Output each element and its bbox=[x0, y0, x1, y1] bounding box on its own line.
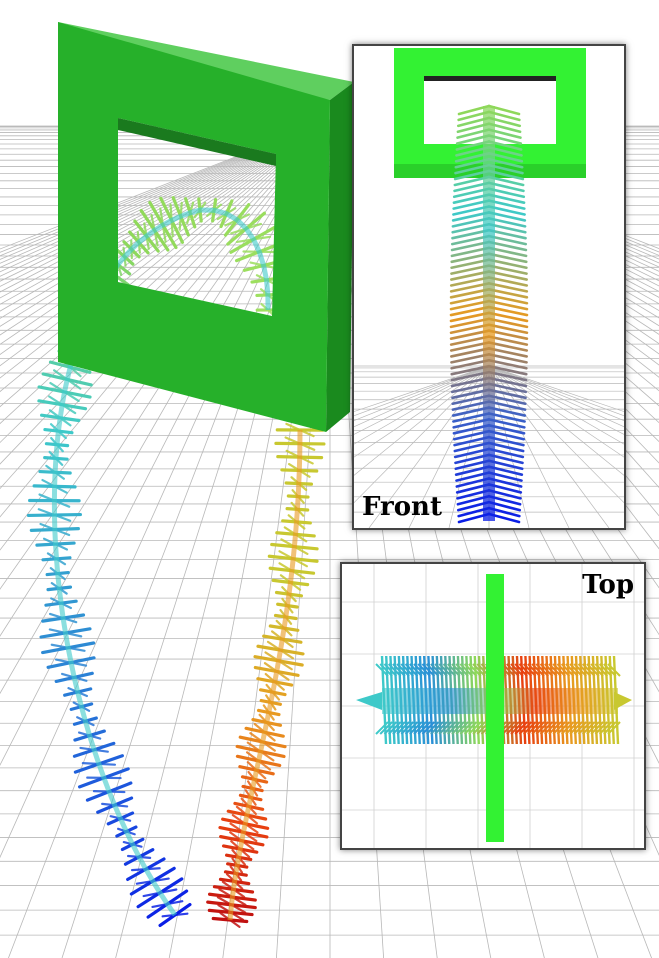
front-view-label: Front bbox=[362, 492, 442, 522]
ribbon-right-strand bbox=[206, 422, 326, 928]
top-view-inset: Top bbox=[340, 562, 646, 850]
front-view-inset: Front bbox=[352, 44, 626, 530]
green-frame bbox=[58, 22, 354, 432]
top-view-label: Top bbox=[582, 570, 634, 600]
top-green-bar bbox=[486, 574, 504, 842]
front-ribbon-column bbox=[449, 104, 529, 524]
